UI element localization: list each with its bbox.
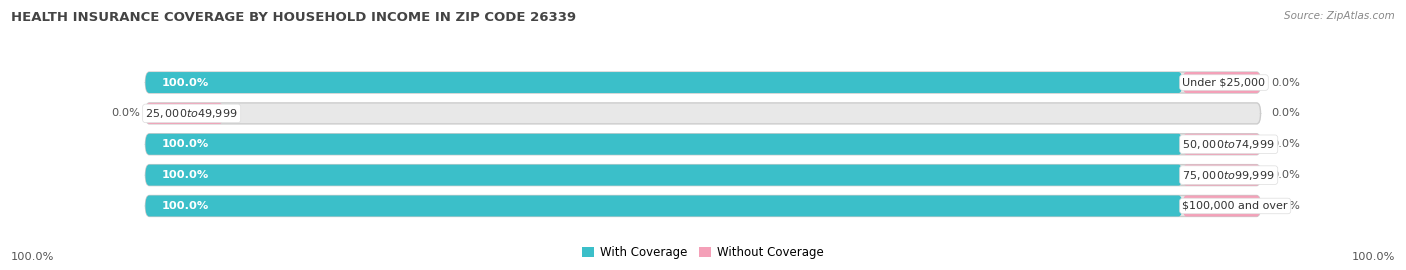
FancyBboxPatch shape bbox=[145, 103, 224, 124]
FancyBboxPatch shape bbox=[145, 165, 1261, 185]
Legend: With Coverage, Without Coverage: With Coverage, Without Coverage bbox=[578, 242, 828, 264]
FancyBboxPatch shape bbox=[145, 195, 1261, 217]
Text: 0.0%: 0.0% bbox=[1271, 139, 1301, 149]
Text: $100,000 and over: $100,000 and over bbox=[1182, 201, 1288, 211]
Text: Source: ZipAtlas.com: Source: ZipAtlas.com bbox=[1284, 11, 1395, 21]
FancyBboxPatch shape bbox=[1182, 72, 1261, 93]
FancyBboxPatch shape bbox=[145, 134, 1182, 155]
Text: 100.0%: 100.0% bbox=[11, 252, 55, 262]
FancyBboxPatch shape bbox=[145, 134, 1261, 155]
Text: $75,000 to $99,999: $75,000 to $99,999 bbox=[1182, 168, 1275, 182]
Text: 100.0%: 100.0% bbox=[1351, 252, 1395, 262]
Text: 100.0%: 100.0% bbox=[162, 139, 209, 149]
Text: 0.0%: 0.0% bbox=[1271, 201, 1301, 211]
FancyBboxPatch shape bbox=[145, 165, 1182, 185]
Text: HEALTH INSURANCE COVERAGE BY HOUSEHOLD INCOME IN ZIP CODE 26339: HEALTH INSURANCE COVERAGE BY HOUSEHOLD I… bbox=[11, 11, 576, 24]
FancyBboxPatch shape bbox=[145, 72, 1261, 93]
FancyBboxPatch shape bbox=[145, 195, 1182, 217]
Text: 100.0%: 100.0% bbox=[162, 170, 209, 180]
Text: $25,000 to $49,999: $25,000 to $49,999 bbox=[145, 107, 238, 120]
FancyBboxPatch shape bbox=[145, 72, 1182, 93]
Text: 0.0%: 0.0% bbox=[1271, 77, 1301, 87]
FancyBboxPatch shape bbox=[1182, 165, 1261, 185]
Text: 100.0%: 100.0% bbox=[162, 77, 209, 87]
FancyBboxPatch shape bbox=[1182, 134, 1261, 155]
Text: 0.0%: 0.0% bbox=[111, 108, 139, 119]
Text: 0.0%: 0.0% bbox=[1271, 170, 1301, 180]
Text: Under $25,000: Under $25,000 bbox=[1182, 77, 1265, 87]
Text: 100.0%: 100.0% bbox=[162, 201, 209, 211]
Text: $50,000 to $74,999: $50,000 to $74,999 bbox=[1182, 138, 1275, 151]
FancyBboxPatch shape bbox=[1182, 195, 1261, 217]
Text: 0.0%: 0.0% bbox=[1271, 108, 1301, 119]
FancyBboxPatch shape bbox=[145, 103, 1261, 124]
